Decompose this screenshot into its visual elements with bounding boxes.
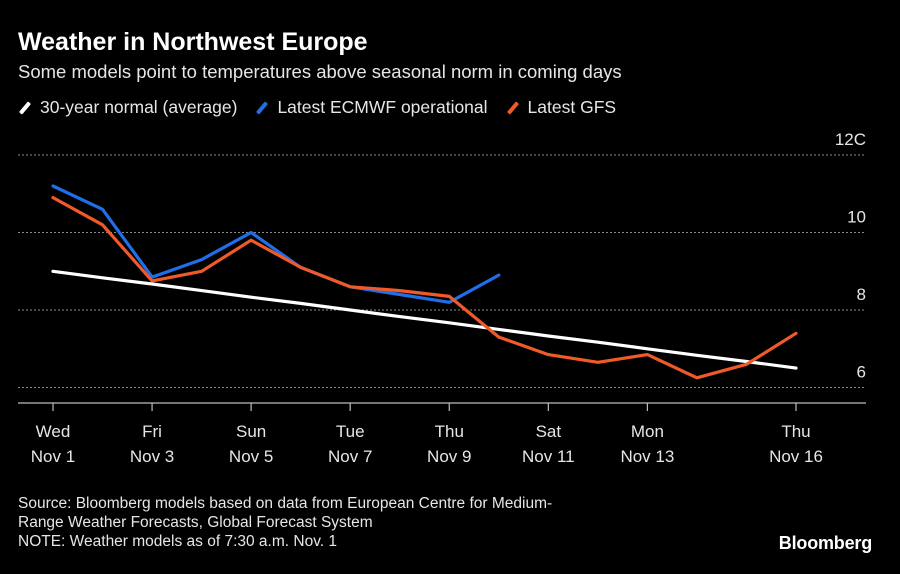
x-tick-label-date: Nov 13: [620, 447, 674, 466]
y-tick-label: 8: [857, 285, 866, 304]
chart-subtitle: Some models point to temperatures above …: [18, 61, 622, 82]
legend-label-normal: 30-year normal (average): [40, 97, 238, 117]
y-tick-label: 10: [847, 208, 866, 227]
x-tick-label-date: Nov 5: [229, 447, 273, 466]
note-line: NOTE: Weather models as of 7:30 a.m. Nov…: [18, 533, 338, 550]
x-axis: [18, 402, 866, 411]
x-axis-labels: Wed Nov 1 Fri Nov 3 Sun Nov 5 Tue Nov 7 Thu Nov 9…: [31, 422, 823, 466]
x-tick-label-date: Nov 3: [130, 447, 174, 466]
series-ecmwf-line: [51, 184, 501, 304]
bloomberg-logo: Bloomberg: [778, 533, 872, 553]
x-tick-label-day: Tue: [336, 422, 365, 441]
series-gfs-line: [51, 196, 798, 380]
x-tick-label-day: Thu: [781, 422, 810, 441]
x-tick-label-day: Mon: [631, 422, 664, 441]
legend-label-gfs: Latest GFS: [527, 97, 617, 117]
y-tick-label: 12C: [835, 130, 866, 149]
legend-label-ecmwf: Latest ECMWF operational: [277, 97, 488, 117]
chart-title: Weather in Northwest Europe: [18, 28, 368, 56]
legend-item-ecmwf: Latest ECMWF operational: [255, 97, 488, 118]
x-tick-label-date: Nov 1: [31, 447, 75, 466]
x-tick-label-day: Thu: [435, 422, 464, 441]
x-tick-label-date: Nov 7: [328, 447, 372, 466]
x-tick-label-day: Sun: [236, 422, 266, 441]
x-tick-label-day: Fri: [142, 422, 162, 441]
y-axis-labels: 6 8 10 12C: [835, 130, 866, 382]
chart-footer: Source: Bloomberg models based on data f…: [18, 494, 718, 551]
x-tick-label-date: Nov 16: [769, 447, 823, 466]
x-tick-label-date: Nov 9: [427, 447, 471, 466]
source-line-1: Source: Bloomberg models based on data f…: [18, 495, 553, 512]
x-tick-label-day: Wed: [36, 422, 71, 441]
legend: 30-year normal (average) Latest ECMWF op…: [18, 97, 616, 118]
x-tick-label-date: Nov 11: [522, 447, 575, 466]
x-tick-label-day: Sat: [536, 422, 562, 441]
series-normal-line: [51, 269, 798, 370]
series-layer: [51, 184, 798, 380]
grid-layer: [18, 154, 866, 388]
source-line-2: Range Weather Forecasts, Global Forecast…: [18, 514, 373, 531]
legend-item-gfs: Latest GFS: [506, 97, 617, 118]
y-tick-label: 6: [857, 363, 866, 382]
legend-item-normal: 30-year normal (average): [18, 97, 237, 118]
